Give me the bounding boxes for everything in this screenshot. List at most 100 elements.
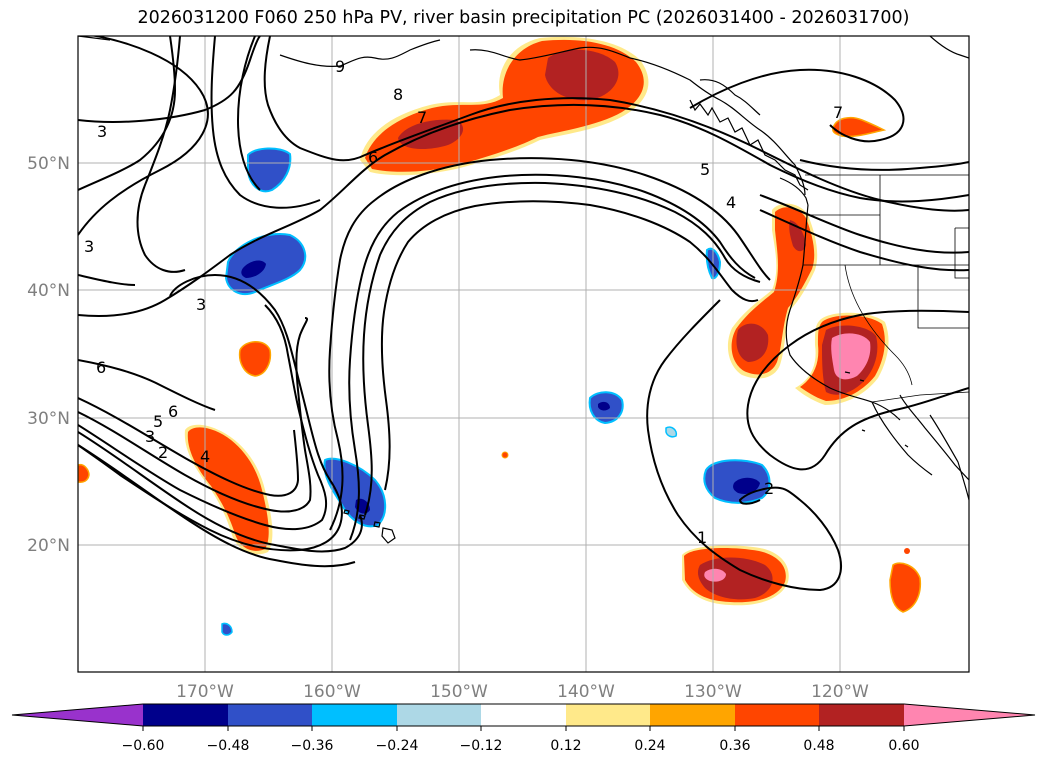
precip-region-baja (889, 562, 922, 613)
pv-contour-15 (380, 200, 759, 491)
coastline-northern-canada (929, 36, 969, 59)
colorbar: −0.60 −0.48 −0.36 −0.24 −0.12 0.12 0.24 … (11, 703, 1036, 754)
colorbar-extend-min (12, 704, 143, 726)
pv-contour-22 (799, 159, 969, 171)
pv-contour-26 (78, 36, 177, 191)
lat-label-50n: 50°N (27, 154, 70, 174)
contour-label-2a: 2 (158, 443, 168, 462)
coastline-bc-islands (689, 99, 809, 191)
pv-contour-1 (78, 36, 209, 236)
contour-label-4b: 4 (726, 193, 736, 212)
pv-contour-4 (78, 103, 969, 318)
precip-peak-california (831, 333, 871, 380)
precip-dot-central (501, 451, 509, 459)
lat-label-30n: 30°N (27, 409, 70, 429)
precip-region-dateline (78, 463, 90, 483)
contour-label-8: 8 (393, 85, 403, 104)
pv-contour-18 (746, 309, 969, 471)
contour-label-6c: 6 (368, 148, 378, 167)
island-kauai (343, 509, 350, 515)
colorbar-label-3: −0.24 (376, 738, 419, 754)
islands-channel (844, 371, 909, 448)
lon-label-160w: 160°W (303, 682, 361, 702)
colorbar-label-2: −0.36 (291, 738, 334, 754)
border-idaho (954, 227, 969, 279)
precip-neg-core-5 (733, 477, 760, 494)
colorbar-label-1: −0.48 (207, 738, 250, 754)
lat-label-40n: 40°N (27, 281, 70, 301)
colorbar-label-0: −0.60 (122, 738, 165, 754)
coastline-baja (871, 394, 969, 481)
precip-max-west-coast (789, 220, 806, 252)
precip-neg-region-7 (665, 426, 678, 438)
pv-contour-2 (78, 36, 261, 123)
longitude-labels: 170°W 160°W 150°W 140°W 130°W 120°W (176, 682, 869, 702)
lon-label-130w: 130°W (684, 682, 742, 702)
coastline-mexico-mainland (929, 414, 969, 501)
contour-label-7a: 7 (417, 108, 427, 127)
pv-contour-16 (646, 299, 842, 592)
contour-label-1: 1 (697, 528, 707, 547)
precip-neg-region-1 (247, 147, 292, 193)
latitude-labels: 50°N 40°N 30°N 20°N (27, 154, 70, 556)
lon-label-140w: 140°W (557, 682, 615, 702)
lon-label-120w: 120°W (811, 682, 869, 702)
pv-contour-9 (78, 397, 300, 497)
colorbar-bin-8 (819, 704, 904, 726)
pv-contour-11 (78, 444, 356, 568)
precip-neg-region-8 (221, 622, 233, 636)
colorbar-tick-labels: −0.60 −0.48 −0.36 −0.24 −0.12 0.12 0.24 … (122, 738, 920, 754)
precip-dot-mexico (904, 548, 910, 554)
colorbar-label-8: 0.48 (803, 738, 834, 754)
colorbar-label-6: 0.24 (634, 738, 665, 754)
lat-label-20n: 20°N (27, 536, 70, 556)
precip-negative-regions (221, 147, 771, 636)
precip-max-gulf-east (545, 49, 619, 101)
colorbar-bin-3 (397, 704, 481, 726)
map-title: 2026031200 F060 250 hPa PV, river basin … (137, 8, 910, 28)
colorbar-bin-6 (650, 704, 735, 726)
colorbar-label-4: −0.12 (460, 738, 503, 754)
contour-label-2b: 2 (764, 479, 774, 498)
colorbar-label-9: 0.60 (888, 738, 919, 754)
pv-contour-14 (362, 181, 761, 516)
contour-label-7b: 7 (833, 103, 843, 122)
pv-contour-19 (759, 194, 969, 254)
colorbar-bin-1 (228, 704, 312, 726)
contour-label-3d: 3 (145, 427, 155, 446)
contour-label-6a: 6 (96, 358, 106, 377)
coastline-alaska (78, 36, 806, 196)
precip-positive-regions (78, 36, 922, 613)
graticule (78, 36, 969, 672)
precip-region-bc (832, 116, 887, 138)
contour-label-3c: 3 (196, 295, 206, 314)
contour-labels: 3 3 3 6 5 6 3 2 4 9 8 7 6 5 4 7 2 1 (84, 57, 843, 547)
pv-contour-7 (78, 304, 328, 531)
colorbar-bin-0 (143, 704, 228, 726)
colorbar-extend-max (904, 704, 1035, 726)
political-borders (803, 174, 969, 403)
precip-neg-core-2 (241, 260, 266, 278)
colorbar-bin-2 (312, 704, 397, 726)
pv-contour-12 (328, 157, 771, 531)
contour-label-3a: 3 (97, 122, 107, 141)
contour-label-9: 9 (335, 57, 345, 76)
pv-contour-24 (210, 36, 321, 209)
lon-label-150w: 150°W (430, 682, 488, 702)
colorbar-bin-4 (481, 704, 566, 726)
pv-contour-17 (738, 487, 771, 505)
pv-contour-13 (348, 173, 756, 541)
contour-label-5a: 5 (153, 412, 163, 431)
contour-label-3b: 3 (84, 237, 94, 256)
contour-label-4a: 4 (200, 447, 210, 466)
lon-label-170w: 170°W (176, 682, 234, 702)
pv-contour-5 (78, 359, 216, 411)
colorbar-bin-5 (566, 704, 650, 726)
precip-max-subtropical (697, 557, 773, 600)
map-frame (77, 35, 970, 673)
contour-label-5b: 5 (700, 160, 710, 179)
colorbar-label-7: 0.36 (719, 738, 750, 754)
pv-contour-23 (78, 36, 261, 286)
border-ca-nv (844, 264, 913, 386)
